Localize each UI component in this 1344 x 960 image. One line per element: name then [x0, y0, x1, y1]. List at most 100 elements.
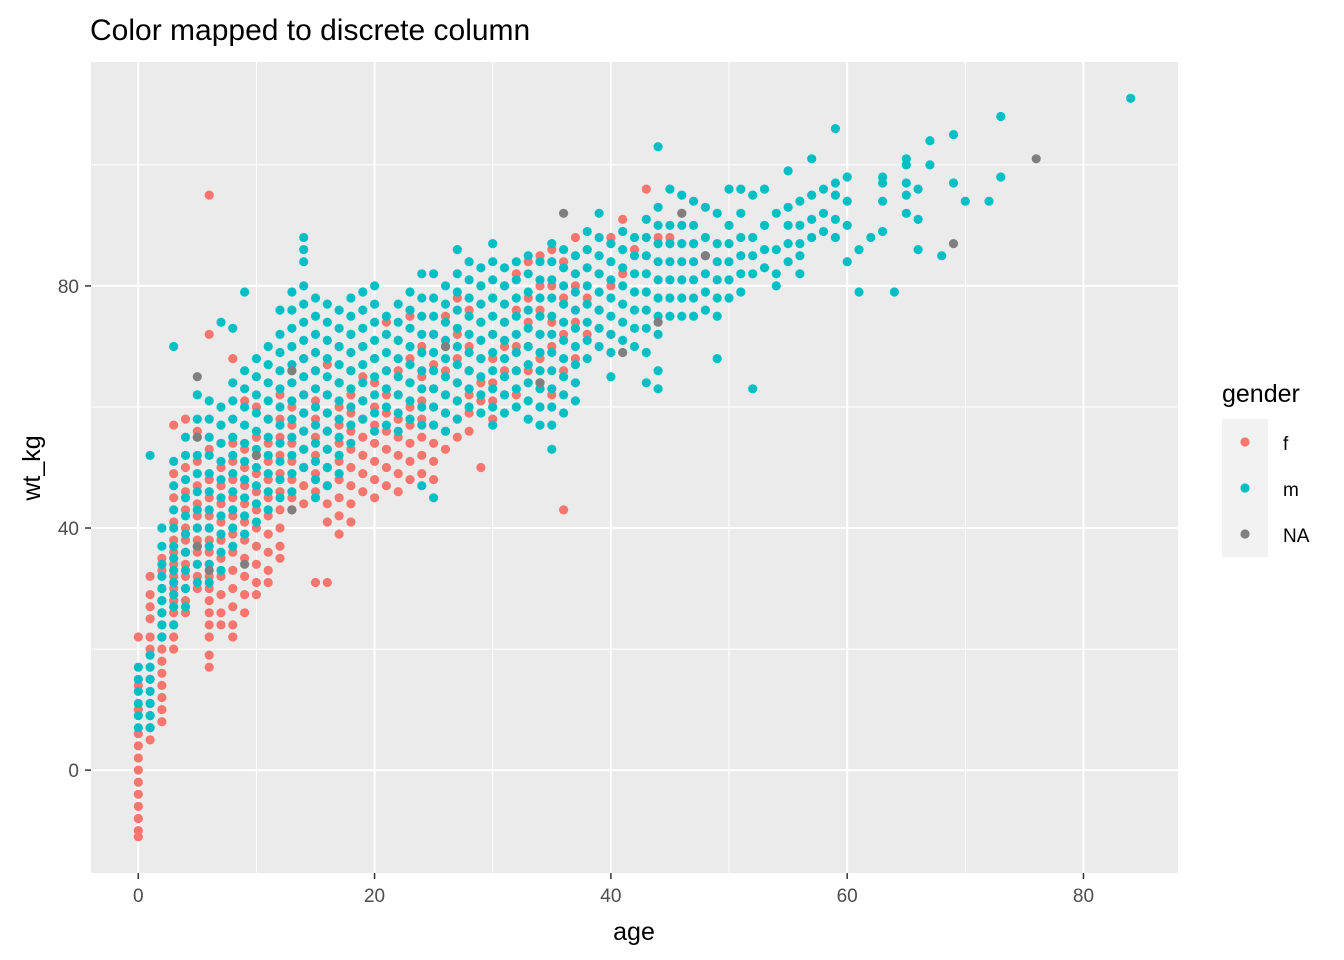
data-point-NA — [1031, 154, 1041, 164]
data-point-m — [476, 299, 486, 309]
data-point-m — [570, 323, 581, 333]
data-point-m — [594, 251, 604, 261]
data-point-m — [677, 275, 687, 285]
data-point-f — [346, 499, 356, 509]
data-point-f — [133, 789, 143, 799]
data-point-m — [263, 360, 273, 370]
data-point-m — [310, 420, 321, 430]
data-point-f — [334, 493, 344, 503]
data-point-f — [228, 565, 238, 576]
data-point-m — [488, 402, 498, 412]
data-point-f — [440, 444, 451, 454]
data-point-m — [216, 565, 226, 576]
data-point-m — [712, 208, 722, 218]
data-point-m — [488, 347, 498, 358]
data-point-f — [204, 329, 214, 339]
data-point-m — [582, 354, 592, 364]
data-point-m — [582, 281, 592, 291]
data-point-m — [464, 384, 474, 394]
data-point-m — [299, 232, 309, 243]
data-point-m — [818, 208, 829, 218]
data-point-NA — [618, 347, 628, 358]
data-point-m — [559, 317, 569, 327]
data-point-m — [523, 360, 533, 370]
data-point-m — [228, 450, 238, 460]
data-point-m — [429, 293, 439, 303]
data-point-f — [570, 232, 581, 243]
data-point-m — [535, 366, 545, 376]
data-point-NA — [251, 450, 261, 460]
data-point-m — [287, 341, 297, 352]
data-point-m — [180, 511, 191, 521]
data-point-f — [322, 577, 332, 588]
data-point-m — [665, 239, 675, 249]
data-point-f — [452, 432, 462, 442]
data-point-m — [228, 523, 238, 533]
data-point-m — [511, 329, 521, 339]
data-point-m — [464, 275, 474, 285]
data-point-m — [275, 384, 285, 394]
data-point-m — [736, 208, 746, 218]
data-point-m — [204, 577, 214, 588]
data-point-m — [783, 166, 793, 176]
data-point-m — [889, 287, 900, 297]
data-point-m — [417, 366, 427, 376]
data-point-f — [204, 650, 214, 660]
data-point-f — [429, 438, 439, 448]
data-point-m — [523, 323, 533, 333]
data-point-m — [216, 529, 226, 539]
data-point-m — [133, 662, 143, 672]
data-point-m — [736, 184, 746, 194]
data-point-m — [310, 402, 321, 412]
data-point-m — [334, 341, 344, 352]
data-point-m — [263, 450, 273, 460]
data-point-m — [133, 686, 143, 697]
data-point-m — [771, 208, 781, 218]
data-point-m — [594, 323, 604, 333]
data-point-m — [169, 553, 179, 563]
x-tick-label: 0 — [133, 886, 144, 907]
data-point-m — [370, 426, 380, 436]
axes: 0 20 40 60 80 0 40 80 — [58, 277, 1094, 907]
data-point-m — [618, 245, 628, 255]
data-point-m — [570, 378, 581, 388]
data-point-m — [263, 505, 273, 515]
data-point-m — [724, 184, 734, 194]
data-point-m — [618, 263, 628, 273]
data-point-m — [381, 402, 391, 412]
data-point-f — [145, 571, 155, 582]
data-point-m — [299, 390, 309, 400]
data-point-m — [700, 202, 711, 212]
data-point-m — [996, 111, 1006, 122]
data-point-m — [204, 541, 214, 551]
data-point-m — [145, 450, 155, 460]
data-point-m — [346, 420, 356, 430]
data-point-m — [854, 287, 864, 297]
data-point-m — [606, 347, 616, 358]
data-point-m — [263, 414, 273, 424]
data-point-m — [417, 402, 427, 412]
data-point-m — [511, 347, 521, 358]
data-point-m — [925, 136, 935, 146]
data-point-m — [452, 396, 462, 406]
data-point-m — [452, 287, 462, 297]
data-point-m — [145, 711, 155, 721]
data-point-m — [795, 269, 805, 279]
data-point-NA — [948, 239, 959, 249]
data-point-m — [830, 190, 841, 200]
data-point-m — [913, 245, 923, 255]
data-point-m — [251, 462, 261, 473]
data-point-f — [251, 559, 261, 569]
data-point-m — [724, 293, 734, 303]
data-point-m — [712, 311, 722, 321]
data-point-f — [358, 432, 368, 442]
data-point-m — [488, 329, 498, 339]
data-point-m — [145, 650, 155, 660]
x-tick-label: 20 — [364, 886, 385, 907]
data-point-f — [370, 493, 380, 503]
data-point-f — [180, 462, 191, 473]
data-point-m — [358, 323, 368, 333]
data-point-m — [464, 366, 474, 376]
data-point-NA — [700, 251, 711, 261]
data-point-m — [653, 366, 663, 376]
